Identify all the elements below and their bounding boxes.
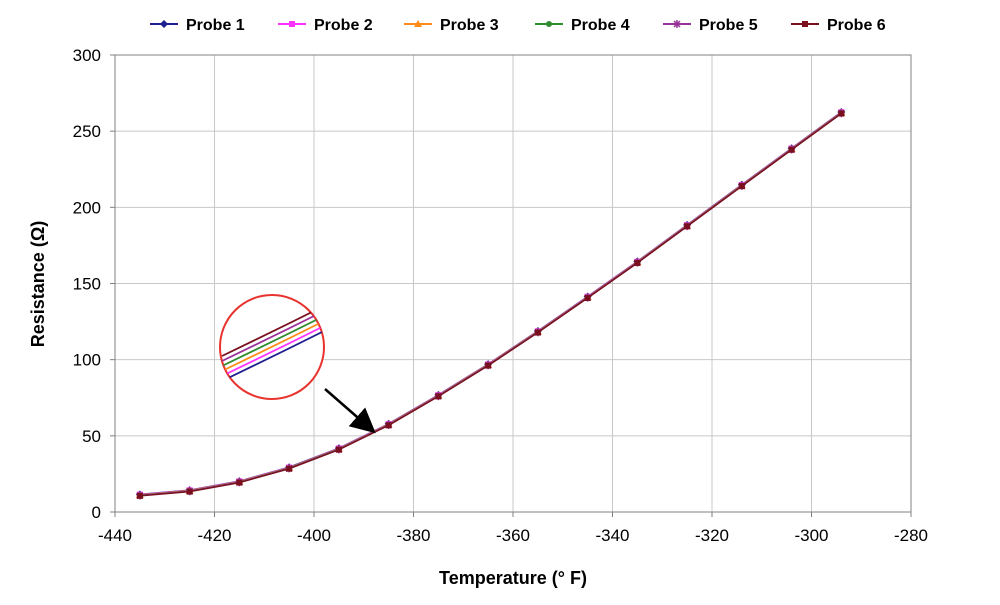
y-tick-label: 200 [73,198,101,217]
legend-item: Probe 2 [278,17,373,34]
x-tick-label: -360 [496,526,530,545]
y-tick-label: 250 [73,122,101,141]
data-point [788,146,795,153]
data-point [584,294,591,301]
data-point [684,223,691,230]
inset-series-line [221,310,324,362]
legend-item: Probe 5 [663,17,758,34]
data-point [385,422,392,429]
data-point [136,492,143,499]
legend-marker [546,21,552,27]
legend-label: Probe 4 [571,17,630,34]
legend-label: Probe 1 [186,17,245,34]
legend: Probe 1 Probe 2 Probe 3 Probe 4 Probe 5 Probe… [150,17,886,34]
x-tick-label: -380 [396,526,430,545]
data-point [236,479,243,486]
data-point [838,110,845,117]
data-point [738,183,745,190]
inset-series-line [221,315,324,367]
legend-item: Probe 4 [535,17,630,34]
data-point [634,259,641,266]
legend-marker [802,21,808,27]
legend-item: Probe 3 [404,17,499,34]
y-axis-title: Resistance (Ω) [28,221,48,347]
x-tick-label: -340 [595,526,629,545]
zoom-inset-lines [221,305,324,382]
x-axis-ticks: -440 -420 -400 -380 -360 -340 -320 -300 -280 [98,512,928,545]
data-point [435,393,442,400]
data-point [286,465,293,472]
legend-label: Probe 3 [440,17,499,34]
data-point [485,362,492,369]
legend-label: Probe 5 [699,17,758,34]
data-point [335,446,342,453]
y-axis-ticks: 0 50 100 150 200 250 300 [73,46,115,522]
x-tick-label: -440 [98,526,132,545]
legend-item: Probe 6 [791,17,886,34]
series-probe-6 [136,110,845,499]
y-tick-label: 0 [92,503,101,522]
x-tick-label: -400 [297,526,331,545]
legend-marker [289,21,295,27]
legend-marker [160,20,168,28]
inset-series-line [221,325,324,377]
legend-marker [673,20,681,28]
x-tick-label: -300 [794,526,828,545]
y-tick-label: 100 [73,351,101,370]
zoom-arrow [324,388,376,434]
zoom-inset [219,294,376,434]
data-point [186,488,193,495]
inset-series-line [221,320,324,372]
legend-label: Probe 6 [827,17,886,34]
y-tick-label: 150 [73,275,101,294]
x-tick-label: -280 [894,526,928,545]
y-tick-label: 300 [73,46,101,65]
data-point [534,329,541,336]
legend-marker [414,20,422,27]
x-tick-label: -420 [197,526,231,545]
x-tick-label: -320 [695,526,729,545]
legend-item: Probe 1 [150,17,245,34]
series-lines [135,107,846,500]
legend-label: Probe 2 [314,17,373,34]
y-tick-label: 50 [82,427,101,446]
x-axis-title: Temperature (° F) [439,568,587,588]
grid [114,54,912,513]
inset-series-line [221,330,324,382]
